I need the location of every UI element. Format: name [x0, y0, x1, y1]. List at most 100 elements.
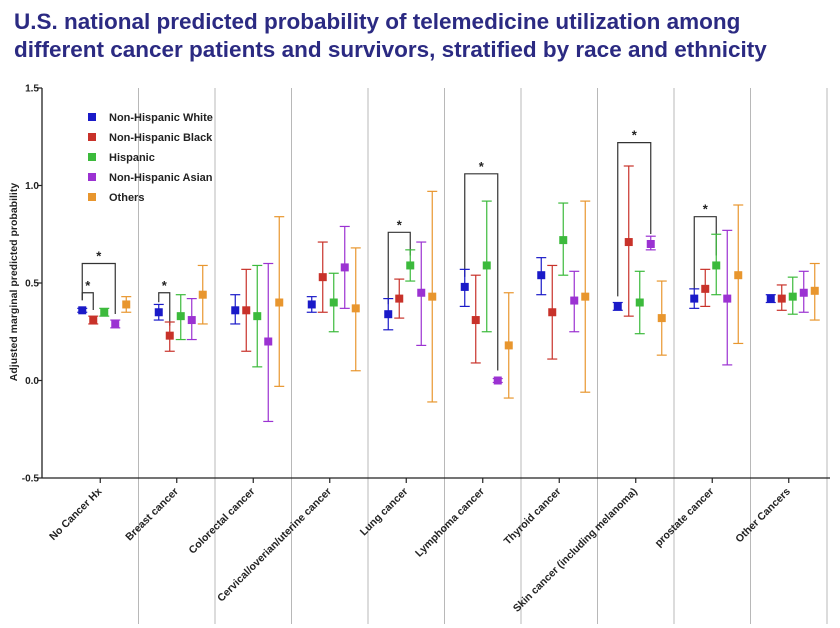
legend-item: Non-Hispanic Asian: [88, 172, 213, 184]
y-tick-label: 1.5: [25, 84, 39, 95]
y-tick-label: 0.5: [25, 279, 39, 290]
data-series: [77, 165, 820, 423]
data-point: [788, 292, 797, 301]
data-point: [635, 298, 644, 307]
data-point: [187, 316, 196, 325]
data-point: [231, 306, 240, 315]
data-point: [428, 292, 437, 301]
data-point: [406, 261, 415, 270]
data-point: [165, 331, 174, 340]
significance-star: *: [85, 278, 91, 293]
data-point: [122, 300, 131, 309]
series-group: [121, 190, 820, 403]
significance-bracket: [464, 173, 499, 371]
legend-label: Non-Hispanic Asian: [109, 172, 213, 184]
significance-bracket: [387, 231, 411, 305]
chart-title-line-2: different cancer patients and survivors,…: [14, 37, 767, 62]
data-point: [198, 290, 207, 299]
data-point: [624, 238, 633, 247]
significance-bracket: [158, 292, 171, 326]
x-category-label: Breast cancer: [123, 486, 181, 544]
data-point: [570, 296, 579, 305]
data-point: [395, 294, 404, 303]
legend-item: Non-Hispanic Black: [88, 132, 213, 144]
data-point: [657, 314, 666, 323]
series-group: [88, 165, 787, 364]
data-point: [111, 319, 120, 328]
data-point: [766, 294, 775, 303]
data-point: [690, 294, 699, 303]
series-group: [77, 257, 776, 331]
data-point: [613, 302, 622, 311]
data-point: [253, 312, 262, 321]
data-point: [384, 310, 393, 319]
legend-item: Hispanic: [88, 152, 155, 164]
y-tick-label: -0.5: [22, 474, 40, 485]
y-axis-label: Adjusted marginal predicted probability: [8, 183, 20, 382]
legend-swatch: [88, 193, 96, 201]
data-point: [777, 294, 786, 303]
significance-star: *: [96, 249, 102, 264]
data-point: [504, 341, 513, 350]
legend-label: Non-Hispanic Black: [109, 132, 213, 144]
data-point: [100, 308, 109, 317]
data-point: [734, 271, 743, 280]
significance-star: *: [703, 202, 709, 217]
significance-star: *: [479, 159, 485, 174]
data-point: [78, 306, 87, 315]
data-point: [154, 308, 163, 317]
x-category-label: Other Cancers: [733, 486, 793, 546]
x-category-label: Colorectal cancer: [187, 486, 258, 557]
series-group: [110, 225, 809, 423]
data-point: [471, 316, 480, 325]
legend-label: Others: [109, 192, 144, 204]
significance-annotations: * * * * * * *: [81, 128, 717, 371]
significance-star: *: [162, 278, 168, 293]
data-point: [460, 282, 469, 291]
legend-swatch: [88, 153, 96, 161]
legend-swatch: [88, 113, 96, 121]
data-point: [307, 300, 316, 309]
x-category-label: Lung cancer: [358, 486, 411, 539]
x-category-label: Thyroid cancer: [502, 486, 564, 548]
data-point: [646, 240, 655, 248]
series-group: [99, 200, 798, 368]
legend-label: Non-Hispanic White: [109, 112, 213, 124]
chart-title-line-1: U.S. national predicted probability of t…: [14, 9, 741, 34]
y-axis-ticks: 1.5 1.0 0.5 0.0 -0.5: [22, 84, 42, 485]
significance-bracket: [81, 262, 116, 314]
data-point: [723, 294, 732, 303]
y-tick-label: 0.0: [25, 376, 39, 387]
data-point: [264, 337, 273, 346]
legend: Non-Hispanic White Non-Hispanic Black Hisp…: [88, 112, 213, 204]
x-category-label: Skin cancer (including melanoma): [511, 486, 640, 615]
x-category-label: No Cancer Hx: [47, 486, 104, 543]
data-point: [89, 316, 98, 325]
data-point: [482, 261, 491, 270]
legend-swatch: [88, 173, 96, 181]
x-category-label: Lymphoma cancer: [413, 486, 487, 560]
data-point: [340, 263, 349, 272]
data-point: [548, 308, 557, 317]
significance-bracket: [617, 142, 652, 297]
chart-title: U.S. national predicted probability of t…: [14, 8, 829, 64]
data-point: [799, 288, 808, 297]
legend-label: Hispanic: [109, 152, 155, 164]
data-point: [493, 376, 502, 385]
data-point: [701, 284, 710, 293]
data-point: [275, 298, 284, 307]
x-category-label: prostate cancer: [653, 486, 717, 550]
data-point: [351, 304, 360, 313]
category-gridlines: [138, 88, 828, 624]
data-point: [329, 298, 338, 307]
data-point: [318, 273, 327, 282]
legend-item: Non-Hispanic White: [88, 112, 213, 124]
legend-item: Others: [88, 192, 144, 204]
data-point: [417, 288, 426, 297]
data-point: [810, 286, 819, 295]
data-point: [537, 271, 546, 280]
data-point: [712, 261, 721, 270]
y-tick-label: 1.0: [25, 181, 39, 192]
data-point: [176, 312, 185, 321]
